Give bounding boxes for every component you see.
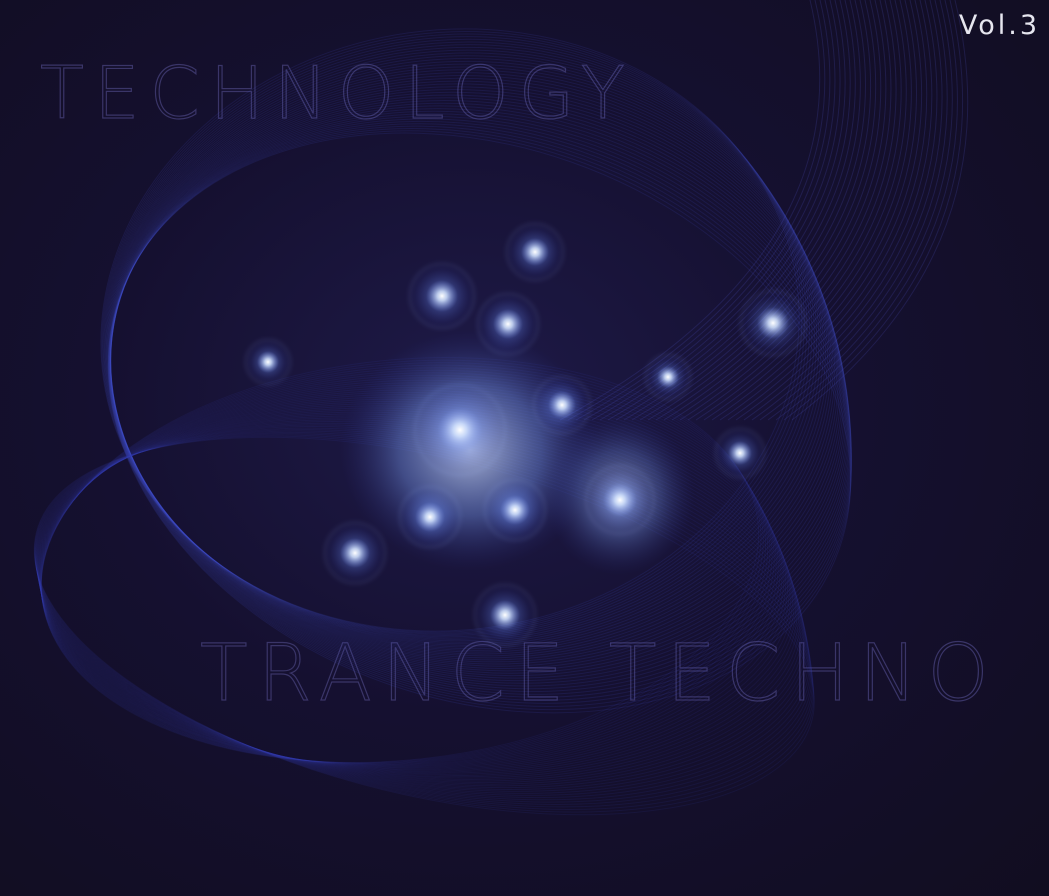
wing-strand [671,0,892,421]
wing-strand [655,0,882,421]
node-glow [415,385,505,475]
swirl-ring [110,108,851,684]
wing-strand [743,0,938,421]
swirl-ring [108,130,852,711]
swirl-ring [110,102,849,679]
node-glow [716,429,764,477]
wing-strand [695,0,907,421]
node-glow [586,466,654,534]
swirl-ring [106,52,822,643]
swirl-ring [110,94,847,672]
swirl-ring [110,105,850,682]
swirl-ring [110,91,846,669]
swirl-ring [109,110,851,687]
swirl-ring [108,63,830,650]
swirl-ring [109,74,837,657]
swirl-ring [105,46,818,640]
swirl-ring [109,118,852,695]
swirl-ring [109,83,842,663]
swirl-ring [110,89,844,667]
swirl-ring [108,66,832,651]
wing-strand [639,0,872,421]
wing-strand [631,0,866,421]
swirl-ring [108,125,852,704]
wing-strand [767,0,953,421]
wing-strand [775,0,958,421]
swirl-ring [108,128,852,707]
volume-label: Vol.3 [959,10,1040,41]
node-glow [246,340,290,384]
node-glow [478,294,538,354]
node-glow [534,377,590,433]
swirl-ring [104,44,815,639]
swirl-ring [109,120,852,698]
swirl-ring [110,86,843,665]
swirl-ring [110,97,848,674]
lower-ghost-text: TRANCE TECHNO [200,629,999,719]
swirl-ring [107,60,828,648]
wing-strand [783,0,964,421]
wing-strand [751,0,943,421]
node-glow [507,224,563,280]
wing-strand [735,0,933,421]
swirl-ring [40,357,760,763]
swirl-ring [106,55,824,645]
swirl-ring [104,41,813,638]
node-glow [485,480,545,540]
node-glow [325,523,385,583]
wing-strand [711,0,917,421]
swirl-ring [107,132,852,714]
node-glow [410,264,474,328]
wing-strand [687,0,902,421]
swirl-ring [110,100,849,677]
wing-strand [647,0,877,421]
wing-strand [791,0,969,421]
swirl-ring [107,58,826,646]
wing-strand [559,0,821,421]
star-group [245,223,806,646]
swirl-ring [108,69,834,653]
wing-strand [623,0,861,421]
swirl-ring [109,115,852,692]
swirl-ring [109,80,840,661]
swirl-ring [109,72,836,655]
swirl-ring [108,123,852,701]
node-glow [400,487,460,547]
wing-strand [703,0,912,421]
node-glow [646,355,690,399]
wing-strand [759,0,948,421]
wing-strand [727,0,928,421]
wing-strand [719,0,922,421]
node-glow [475,585,535,645]
wing-strand [679,0,897,421]
swirl-ring [109,77,839,659]
swirl-ring [105,49,820,642]
node-glow [741,291,805,355]
wing-strand [567,0,826,421]
upper-ghost-text: TECHNOLOGY [40,51,635,135]
swirl-ring [109,113,852,690]
wing-strand [663,0,887,421]
